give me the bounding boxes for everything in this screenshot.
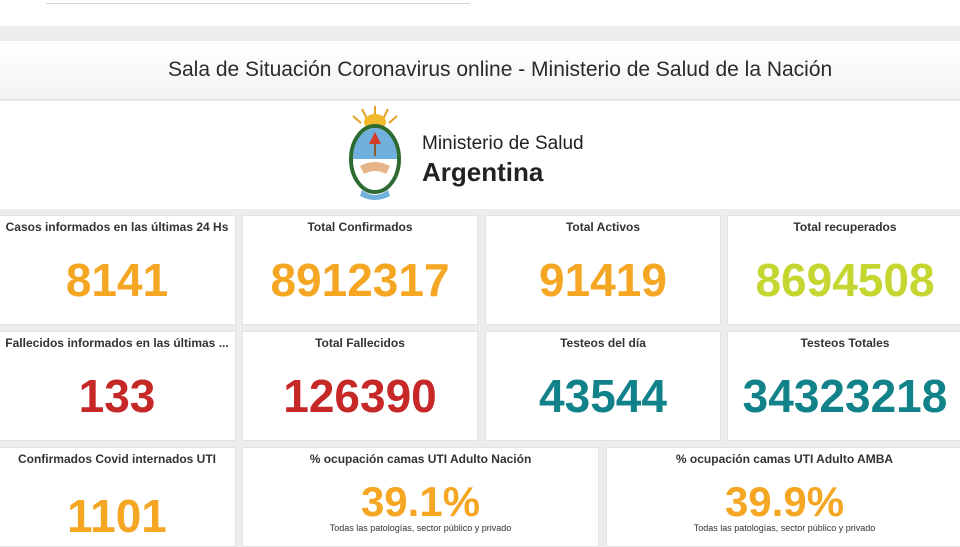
logo-area [0,101,960,209]
card-title: Total recuperados [793,220,897,234]
card-value: 34323218 [742,370,948,422]
card-tests-today: Testeos del día 43544 [485,331,721,441]
card-total-deaths: Total Fallecidos 126390 [242,331,478,441]
card-title: % ocupación camas UTI Adulto Nación [309,452,532,466]
card-title: Casos informados en las últimas 24 Hs [5,220,229,234]
card-icu-occupancy-nacion: % ocupación camas UTI Adulto Nación 39.1… [242,447,599,547]
card-value: 8694508 [755,254,935,306]
card-subtitle: Todas las patologías, sector público y p… [693,523,876,533]
ministry-name: Ministerio de Salud [422,133,584,154]
card-deaths-24h: Fallecidos informados en las últimas ...… [0,331,236,441]
card-value: 8141 [65,254,169,306]
card-value: 133 [78,370,156,422]
card-total-recovered: Total recuperados 8694508 [727,215,960,325]
national-emblem-icon [349,106,401,200]
card-title: % ocupación camas UTI Adulto AMBA [675,452,894,466]
country-name: Argentina [422,157,544,187]
card-value: 126390 [283,370,437,422]
card-title: Confirmados Covid internados UTI [17,452,216,466]
card-total-tests: Testeos Totales 34323218 [727,331,960,441]
card-title: Total Activos [565,220,640,234]
card-value: 8912317 [270,254,450,306]
card-total-confirmed: Total Confirmados 8912317 [242,215,478,325]
card-value: 39.1% [360,478,481,525]
card-value: 39.9% [724,478,845,525]
page-title: Sala de Situación Coronavirus online - M… [168,58,833,81]
card-title: Testeos Totales [800,336,890,350]
card-value: 43544 [539,370,667,422]
search-bar-underline[interactable] [46,3,470,4]
top-strip [0,0,960,26]
card-value: 91419 [539,254,667,306]
card-title: Testeos del día [560,336,646,350]
card-title: Fallecidos informados en las últimas ... [5,336,229,350]
card-subtitle: Todas las patologías, sector público y p… [329,523,512,533]
page-header [0,41,960,100]
card-cases-24h: Casos informados en las últimas 24 Hs 81… [0,215,236,325]
card-total-active: Total Activos 91419 [485,215,721,325]
card-title: Total Fallecidos [315,336,405,350]
card-value: 1101 [67,490,167,542]
card-title: Total Confirmados [307,220,413,234]
card-icu-occupancy-amba: % ocupación camas UTI Adulto AMBA 39.9% … [606,447,960,547]
card-icu-covid: Confirmados Covid internados UTI 1101 [0,447,236,547]
